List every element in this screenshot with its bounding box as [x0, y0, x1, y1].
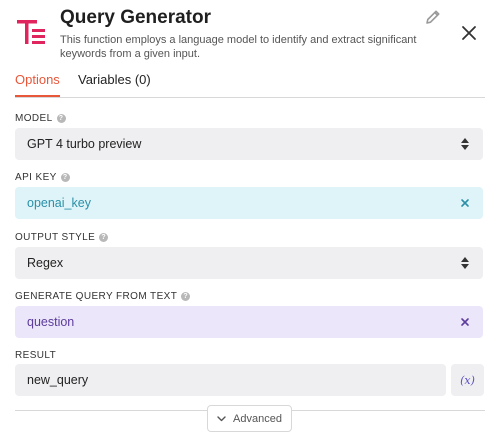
variable-button[interactable]: (x)	[451, 364, 484, 396]
clear-x-icon[interactable]	[459, 316, 471, 328]
help-icon[interactable]: ?	[56, 114, 66, 123]
tab-variables[interactable]: Variables (0)	[78, 72, 151, 87]
active-tab-indicator	[15, 95, 60, 97]
model-select[interactable]: GPT 4 turbo preview	[15, 128, 483, 160]
api-key-value: openai_key	[27, 196, 91, 210]
pencil-icon[interactable]	[424, 8, 442, 26]
api-key-label-text: API KEY	[15, 172, 57, 183]
model-select-value: GPT 4 turbo preview	[27, 137, 142, 151]
model-label: MODEL ?	[15, 113, 66, 124]
api-key-field[interactable]: openai_key	[15, 187, 483, 219]
output-style-label-text: OUTPUT STYLE	[15, 232, 96, 243]
help-icon[interactable]: ?	[181, 292, 191, 301]
chevron-down-icon	[217, 415, 226, 421]
select-arrows-icon	[461, 138, 469, 150]
dialog-header: Query Generator This function employs a …	[0, 0, 500, 66]
tab-options[interactable]: Options	[15, 72, 60, 87]
result-input[interactable]: new_query	[15, 364, 446, 396]
select-arrows-icon	[461, 257, 469, 269]
advanced-toggle-button[interactable]: Advanced	[207, 405, 292, 432]
model-label-text: MODEL	[15, 113, 53, 124]
tab-bar: Options Variables (0)	[15, 70, 485, 98]
output-style-select[interactable]: Regex	[15, 247, 483, 279]
help-icon[interactable]: ?	[60, 173, 70, 182]
generate-query-field[interactable]: question	[15, 306, 483, 338]
generate-query-label-text: GENERATE QUERY FROM TEXT	[15, 291, 178, 302]
output-style-label: OUTPUT STYLE ?	[15, 232, 109, 243]
help-icon[interactable]: ?	[99, 233, 109, 242]
result-label: RESULT	[15, 350, 56, 361]
clear-x-icon[interactable]	[459, 197, 471, 209]
query-generator-logo-icon	[17, 20, 45, 44]
result-label-text: RESULT	[15, 350, 57, 361]
output-style-value: Regex	[27, 256, 64, 270]
function-description: This function employs a language model t…	[60, 34, 417, 60]
result-value: new_query	[27, 373, 89, 387]
page-title: Query Generator	[60, 7, 211, 28]
advanced-label: Advanced	[233, 412, 282, 425]
api-key-label: API KEY ?	[15, 172, 70, 183]
generate-query-value: question	[27, 315, 75, 329]
generate-query-label: GENERATE QUERY FROM TEXT ?	[15, 291, 191, 302]
close-icon[interactable]	[460, 24, 478, 42]
